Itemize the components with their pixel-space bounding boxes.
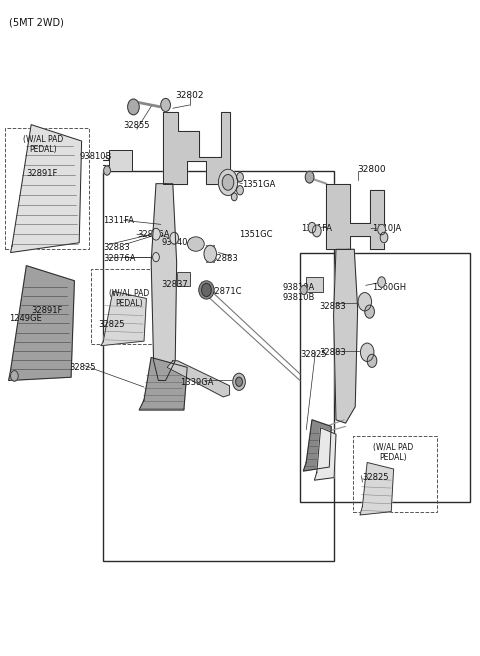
Bar (103, 171, 334, 561)
Text: (W/AL PAD: (W/AL PAD (108, 289, 149, 298)
Text: 32825: 32825 (362, 473, 389, 482)
Text: 1339GA: 1339GA (180, 378, 214, 387)
Circle shape (153, 253, 159, 262)
Circle shape (104, 166, 110, 175)
Circle shape (128, 99, 139, 115)
Circle shape (237, 186, 243, 195)
Bar (5, 128, 89, 249)
Bar (206, 245, 214, 262)
Circle shape (218, 169, 238, 195)
Text: 32800: 32800 (358, 165, 386, 174)
Text: 32825: 32825 (98, 320, 125, 329)
Polygon shape (139, 358, 187, 410)
Text: 93810B: 93810B (282, 293, 314, 302)
Circle shape (367, 354, 377, 367)
Text: (W/AL PAD: (W/AL PAD (23, 134, 63, 144)
Circle shape (360, 343, 374, 361)
Text: 32883: 32883 (103, 243, 130, 252)
Text: 32855: 32855 (123, 121, 150, 131)
Polygon shape (360, 462, 394, 515)
Text: PEDAL): PEDAL) (115, 298, 143, 308)
Text: 32876A: 32876A (103, 254, 136, 263)
Text: 32883: 32883 (319, 348, 346, 358)
Text: 1311FA: 1311FA (301, 224, 333, 233)
Text: 1351GC: 1351GC (239, 230, 273, 239)
Text: 32891F: 32891F (26, 169, 58, 178)
Circle shape (152, 228, 160, 240)
Circle shape (204, 245, 216, 262)
Circle shape (300, 285, 307, 295)
Circle shape (308, 222, 316, 233)
Text: (W/AL PAD: (W/AL PAD (372, 443, 413, 452)
Text: 1360GH: 1360GH (372, 283, 406, 292)
Text: 32802: 32802 (175, 91, 204, 100)
Text: 1310JA: 1310JA (372, 224, 401, 233)
Circle shape (380, 232, 388, 243)
Text: 32883: 32883 (319, 302, 346, 311)
Bar (177, 272, 190, 286)
Text: 1249GE: 1249GE (9, 314, 41, 323)
Circle shape (237, 173, 243, 182)
Polygon shape (314, 428, 336, 480)
Polygon shape (334, 249, 358, 423)
Circle shape (233, 373, 245, 390)
Polygon shape (11, 125, 82, 253)
Text: PEDAL): PEDAL) (379, 453, 407, 462)
Polygon shape (303, 420, 331, 471)
Circle shape (222, 174, 234, 190)
Text: 32825: 32825 (300, 350, 326, 359)
Text: PEDAL): PEDAL) (29, 145, 57, 154)
Text: 32891F: 32891F (31, 306, 62, 315)
Circle shape (305, 171, 314, 183)
Ellipse shape (187, 237, 204, 251)
Bar (91, 269, 173, 344)
Circle shape (231, 193, 237, 201)
Text: 93840A: 93840A (162, 237, 194, 247)
Circle shape (202, 283, 211, 297)
Text: 32825: 32825 (70, 363, 96, 372)
Polygon shape (167, 361, 229, 397)
Circle shape (236, 377, 242, 386)
Circle shape (378, 277, 385, 287)
Bar (306, 277, 323, 292)
Text: 1311FA: 1311FA (103, 216, 134, 225)
Text: 32883: 32883 (211, 254, 238, 263)
Circle shape (11, 371, 18, 381)
Text: 32837: 32837 (162, 279, 189, 289)
Polygon shape (101, 291, 146, 346)
Text: 32876A: 32876A (137, 230, 169, 239)
Circle shape (312, 225, 321, 237)
Circle shape (365, 305, 374, 318)
Text: 93810B: 93810B (79, 152, 111, 161)
Text: 32871C: 32871C (210, 287, 242, 297)
Bar (109, 150, 132, 171)
Bar (353, 436, 437, 512)
Circle shape (378, 224, 385, 235)
Polygon shape (151, 184, 177, 380)
Circle shape (161, 98, 170, 112)
Text: 93810A: 93810A (282, 283, 314, 292)
Text: 1351GA: 1351GA (242, 180, 276, 190)
Polygon shape (326, 184, 384, 249)
Polygon shape (163, 112, 230, 184)
Bar (300, 253, 470, 502)
Ellipse shape (199, 281, 214, 299)
Circle shape (170, 232, 179, 244)
Circle shape (358, 293, 372, 311)
Polygon shape (9, 266, 74, 380)
Text: (5MT 2WD): (5MT 2WD) (9, 18, 63, 28)
